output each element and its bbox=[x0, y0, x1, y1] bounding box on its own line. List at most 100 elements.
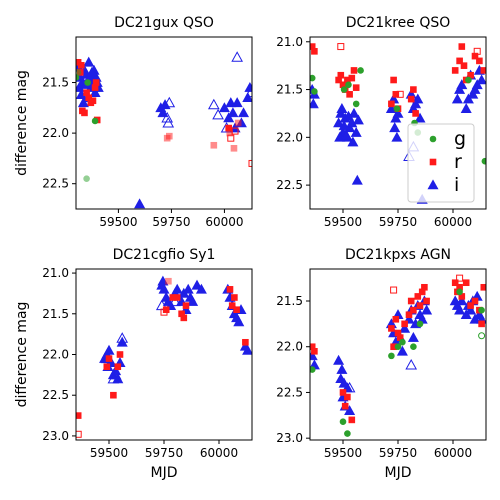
data-point-r bbox=[405, 311, 413, 319]
data-point-g bbox=[91, 117, 99, 125]
x-tick-label: 59750 bbox=[379, 215, 417, 229]
data-point-g bbox=[393, 105, 401, 112]
data-point-r bbox=[462, 279, 470, 287]
data-point-r bbox=[226, 129, 234, 137]
data-point-i bbox=[412, 93, 424, 104]
data-point-g bbox=[76, 74, 80, 81]
data-point-r bbox=[182, 302, 190, 309]
y-tick-label: 22.5 bbox=[276, 178, 303, 192]
panel-title: DC21kree QSO bbox=[346, 15, 451, 31]
data-point-i bbox=[83, 56, 95, 67]
data-point-r bbox=[392, 91, 400, 98]
data-point-i bbox=[89, 87, 101, 97]
data-point-i bbox=[86, 66, 98, 77]
data-point-r bbox=[341, 402, 349, 410]
legend-label-r: r bbox=[454, 151, 462, 173]
data-point-g bbox=[481, 157, 486, 165]
data-point-g bbox=[388, 352, 395, 360]
data-point-i bbox=[161, 111, 174, 123]
data-point-r bbox=[76, 412, 82, 419]
data-point-r bbox=[352, 84, 360, 91]
data-point-r bbox=[396, 90, 404, 98]
data-point-i bbox=[116, 332, 129, 343]
data-point-r bbox=[160, 308, 168, 316]
data-point-r bbox=[458, 43, 466, 50]
x-tick-label: 59500 bbox=[90, 446, 128, 460]
x-tick-label: 59500 bbox=[99, 215, 137, 229]
data-point-i bbox=[231, 51, 244, 62]
data-point-g bbox=[410, 343, 417, 351]
data-point-r bbox=[410, 86, 417, 93]
data-point-r bbox=[234, 119, 242, 127]
data-point-r bbox=[76, 430, 82, 438]
data-point-r bbox=[162, 306, 170, 314]
data-point-i bbox=[456, 79, 468, 90]
x-tick-label: 60000 bbox=[434, 215, 472, 229]
legend-marker-r bbox=[429, 158, 437, 166]
data-point-i bbox=[77, 97, 89, 108]
data-point-r bbox=[348, 74, 356, 82]
y-tick-label: 22.0 bbox=[42, 126, 69, 140]
data-point-i bbox=[340, 129, 352, 140]
data-point-i bbox=[389, 122, 401, 133]
data-point-i bbox=[134, 198, 146, 209]
data-point-r bbox=[473, 47, 481, 55]
data-point-r bbox=[392, 315, 400, 323]
data-point-i bbox=[333, 354, 345, 365]
data-point-r bbox=[390, 286, 398, 294]
data-point-i bbox=[103, 344, 115, 355]
data-point-g bbox=[310, 74, 316, 82]
y-axis-title: difference mag bbox=[14, 70, 30, 176]
data-point-r bbox=[114, 363, 122, 371]
data-point-r bbox=[81, 109, 88, 117]
data-point-r bbox=[210, 141, 218, 149]
x-tick-label: 59750 bbox=[379, 446, 417, 460]
data-point-i bbox=[238, 107, 250, 118]
data-point-r bbox=[480, 283, 486, 291]
data-point-r bbox=[344, 393, 351, 401]
y-tick-label: 23.0 bbox=[276, 431, 303, 445]
data-point-g bbox=[345, 81, 352, 89]
y-tick-label: 22.5 bbox=[276, 385, 303, 399]
data-point-i bbox=[242, 92, 252, 103]
panel-title: DC21cgfio Sy1 bbox=[113, 247, 216, 263]
legend-marker-i bbox=[427, 179, 439, 190]
data-point-r bbox=[410, 306, 417, 314]
data-point-g bbox=[394, 343, 402, 351]
data-point-g bbox=[339, 418, 347, 426]
data-point-i bbox=[351, 174, 363, 185]
x-tick-label: 59750 bbox=[145, 446, 183, 460]
data-point-i bbox=[414, 112, 426, 123]
data-point-r bbox=[346, 91, 353, 98]
data-point-i bbox=[405, 358, 418, 370]
data-point-r bbox=[166, 132, 173, 140]
data-point-r bbox=[227, 134, 235, 142]
data-point-i bbox=[407, 331, 419, 342]
data-point-i bbox=[169, 295, 181, 307]
data-point-i bbox=[310, 98, 319, 109]
y-tick-label: 22.0 bbox=[42, 348, 69, 362]
data-point-g bbox=[465, 76, 472, 84]
data-point-i bbox=[338, 377, 350, 388]
data-point-i bbox=[212, 108, 224, 120]
data-point-r bbox=[456, 274, 464, 282]
data-point-i bbox=[342, 110, 355, 121]
data-point-r bbox=[231, 127, 239, 135]
panel-title: DC21gux QSO bbox=[114, 15, 214, 31]
data-point-r bbox=[311, 48, 318, 55]
data-point-r bbox=[476, 57, 483, 65]
panel-dc21kpxs-agn: DC21kpxs AGN 59500 59750 60000 21.5 22.0 22.5 2… bbox=[276, 247, 487, 481]
legend-label-i: i bbox=[454, 174, 459, 196]
data-point-r bbox=[110, 391, 117, 399]
data-point-r bbox=[89, 97, 97, 105]
data-point-r bbox=[78, 62, 85, 69]
data-point-r bbox=[228, 302, 236, 309]
data-point-r bbox=[480, 67, 486, 74]
data-point-r bbox=[116, 351, 124, 358]
data-point-g bbox=[416, 320, 424, 328]
data-point-r bbox=[226, 286, 234, 293]
y-tick-label: 22.5 bbox=[42, 177, 69, 191]
y-axis-title: difference mag bbox=[14, 302, 30, 408]
data-point-r bbox=[412, 110, 419, 117]
legend-label-g: g bbox=[454, 128, 466, 150]
